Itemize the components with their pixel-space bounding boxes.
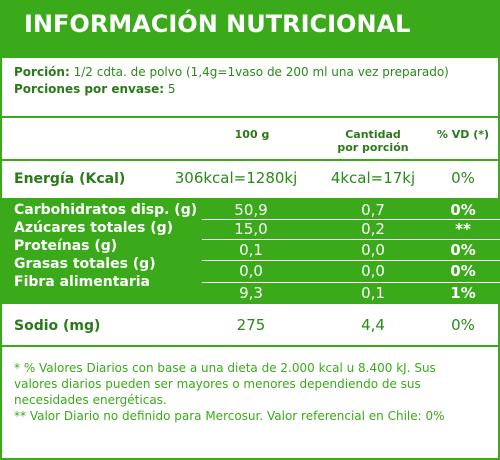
sodium-label: Sodio (mg) [14,318,101,334]
fat-vd: 0% [450,262,476,280]
sugars-label: Azúcares totales (g) [14,220,174,236]
sodium-per100: 275 [236,316,266,334]
fat-per100: 0,0 [239,262,263,280]
portion-value: 1/2 cdta. de polvo (1,4g=1vaso de 200 ml… [73,65,449,79]
carbs-per100: 50,9 [234,201,268,219]
divider-header [2,159,500,161]
row-separator [202,282,500,283]
fiber-portion: 0,1 [361,284,385,302]
energy-per100: 306kcal=1280kj [174,169,298,187]
fiber-per100: 9,3 [239,284,263,302]
servings-label: Porciones por envase: [14,82,165,96]
col-header-vd: % VD (*) [436,128,490,141]
col-header-100g: 100 g [234,128,270,141]
col-header-portion: Cantidad por porción [328,128,418,154]
energy-label: Energía (Kcal) [14,171,126,187]
footnote-line-3: necesidades energéticas. [14,393,167,407]
footnote-line-1: * % Valores Diarios con base a una dieta… [14,361,436,375]
sugars-per100: 15,0 [234,220,268,238]
fiber-label: Fibra alimentaria [14,274,150,290]
protein-vd: 0% [450,241,476,259]
footnote-line-4: ** Valor Diario no definido para Mercosu… [14,409,445,423]
divider-top [2,116,500,118]
energy-vd: 0% [451,169,475,187]
panel-title: INFORMACIÓN NUTRICIONAL [24,10,411,38]
servings-value: 5 [167,82,176,96]
fat-portion: 0,0 [361,262,385,280]
energy-portion: 4kcal=17kj [330,169,416,187]
nutrient-block: Carbohidratos disp. (g) Azúcares totales… [2,198,500,304]
servings-line: Porciones por envase: 5 [14,82,176,96]
protein-portion: 0,0 [361,241,385,259]
protein-label: Proteínas (g) [14,238,118,254]
fiber-vd: 1% [450,284,476,302]
title-bar: INFORMACIÓN NUTRICIONAL [2,2,500,58]
divider-footnotes [2,345,500,347]
row-separator [202,219,500,220]
carbs-label: Carbohidratos disp. (g) [14,202,198,218]
col-header-portion-line1: Cantidad [345,128,401,141]
protein-per100: 0,1 [239,241,263,259]
sodium-portion: 4,4 [361,316,385,334]
footnote-line-2: valores diarios pueden ser mayores o men… [14,377,421,391]
carbs-vd: 0% [450,201,476,219]
portion-line: Porción: 1/2 cdta. de polvo (1,4g=1vaso … [14,65,449,79]
fat-label: Grasas totales (g) [14,256,156,272]
col-header-portion-line2: por porción [337,141,409,154]
row-separator [202,239,500,240]
sugars-vd: ** [455,220,471,238]
row-separator [202,260,500,261]
sugars-portion: 0,2 [361,220,385,238]
portion-label: Porción: [14,65,70,79]
sodium-vd: 0% [451,316,475,334]
carbs-portion: 0,7 [361,201,385,219]
